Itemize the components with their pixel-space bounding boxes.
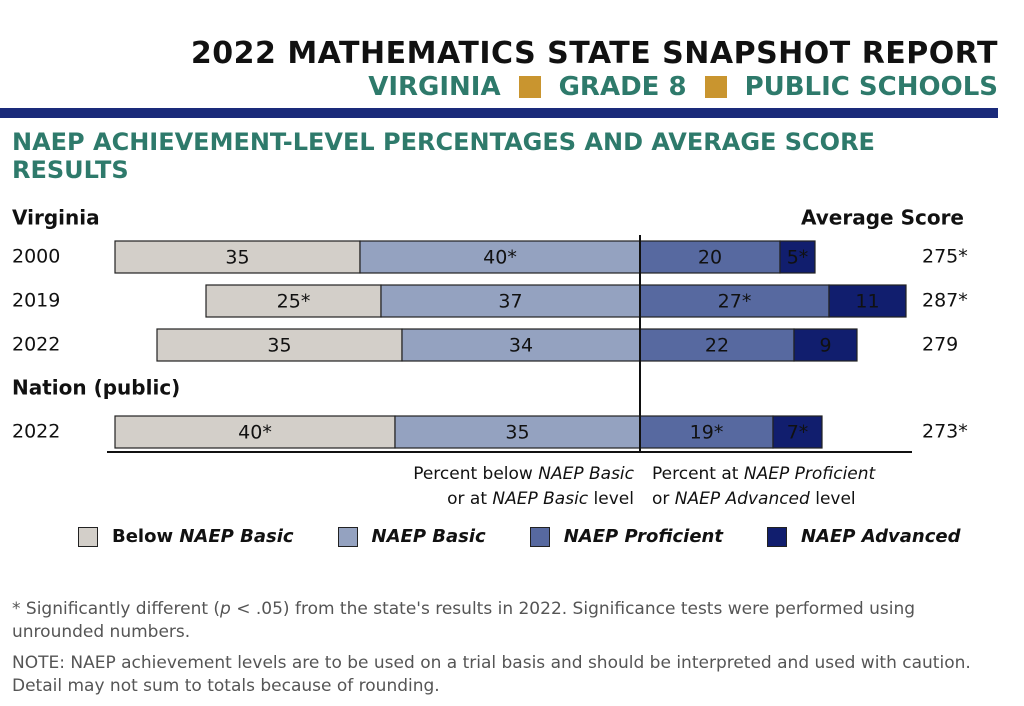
bar-label-below-basic: 35 bbox=[267, 335, 291, 357]
bar-label-basic: 37 bbox=[498, 291, 522, 313]
bar-label-basic: 40* bbox=[483, 247, 517, 269]
year-label: 2000 bbox=[12, 246, 60, 268]
report-title: 2022 MATHEMATICS STATE SNAPSHOT REPORT bbox=[190, 36, 998, 71]
bar-label-below-basic: 40* bbox=[238, 422, 272, 444]
separator-square-icon bbox=[704, 76, 727, 98]
average-score-value: 273* bbox=[922, 421, 968, 443]
bar-proficient bbox=[639, 284, 830, 318]
levels-note: NOTE: NAEP achievement levels are to be … bbox=[12, 653, 971, 696]
legend-swatch bbox=[529, 526, 550, 547]
group-label: Virginia bbox=[12, 206, 100, 230]
bar-basic bbox=[359, 240, 641, 274]
bar-below-basic bbox=[114, 240, 361, 274]
bar-label-basic: 34 bbox=[509, 335, 533, 357]
bar-below-basic bbox=[205, 284, 382, 318]
subtitle-grade: GRADE 8 bbox=[558, 72, 687, 102]
average-score-value: 279 bbox=[922, 334, 958, 356]
bar-label-proficient: 27* bbox=[718, 291, 752, 313]
year-label: 2019 bbox=[12, 290, 60, 312]
axis-note-at-above: Percent at NAEP Proficient or NAEP Advan… bbox=[652, 464, 876, 509]
legend-swatch bbox=[766, 526, 787, 547]
legend-swatch bbox=[337, 526, 358, 547]
bar-below-basic bbox=[156, 328, 403, 362]
subtitle-schools: PUBLIC SCHOOLS bbox=[744, 72, 998, 102]
header-rule bbox=[0, 108, 998, 118]
bar-label-proficient: 19* bbox=[690, 422, 724, 444]
bar-advanced bbox=[772, 415, 823, 449]
average-score-header: Average Score bbox=[801, 206, 964, 230]
year-label: 2022 bbox=[12, 421, 60, 443]
bar-basic bbox=[380, 284, 641, 318]
bar-label-advanced: 7* bbox=[787, 422, 809, 444]
section-title: NAEP ACHIEVEMENT-LEVEL PERCENTAGES AND A… bbox=[12, 128, 875, 184]
year-label: 2022 bbox=[12, 334, 60, 356]
axis-note-below: Percent below NAEP Basic or at NAEP Basi… bbox=[413, 464, 634, 509]
legend-item-below-basic: Below NAEP Basic bbox=[78, 526, 294, 547]
bar-label-advanced: 5* bbox=[787, 247, 809, 269]
bar-label-proficient: 22 bbox=[705, 335, 729, 357]
bar-below-basic bbox=[114, 415, 396, 449]
bar-basic bbox=[401, 328, 641, 362]
group-label: Nation (public) bbox=[12, 376, 180, 400]
chart-legend: Below NAEP Basic NAEP Basic NAEP Profici… bbox=[78, 526, 1004, 547]
significance-note: * Significantly different (p < .05) from… bbox=[12, 599, 916, 642]
report-subtitle: VIRGINIA GRADE 8 PUBLIC SCHOOLS bbox=[368, 72, 998, 102]
bar-basic bbox=[394, 415, 641, 449]
bar-label-advanced: 11 bbox=[855, 291, 879, 313]
legend-item-basic: NAEP Basic bbox=[337, 526, 486, 547]
subtitle-state: VIRGINIA bbox=[368, 72, 501, 102]
bar-label-below-basic: 25* bbox=[277, 291, 311, 313]
bar-label-proficient: 20 bbox=[698, 247, 722, 269]
bar-proficient bbox=[639, 240, 781, 274]
legend-swatch bbox=[78, 526, 98, 547]
average-score-value: 287* bbox=[922, 290, 968, 312]
bar-label-advanced: 9 bbox=[819, 335, 831, 357]
bar-advanced bbox=[779, 240, 816, 274]
bar-label-below-basic: 35 bbox=[225, 247, 249, 269]
legend-item-proficient: NAEP Proficient bbox=[529, 526, 723, 547]
bar-advanced bbox=[828, 284, 907, 318]
legend-item-advanced: NAEP Advanced bbox=[766, 526, 960, 547]
bar-advanced bbox=[793, 328, 858, 362]
separator-square-icon bbox=[518, 76, 541, 98]
average-score-value: 275* bbox=[922, 246, 968, 268]
bar-label-basic: 35 bbox=[505, 422, 529, 444]
achievement-level-chart: Average Score Virginia 2000 35 40* 20 5* 275* 20… bbox=[12, 206, 968, 453]
